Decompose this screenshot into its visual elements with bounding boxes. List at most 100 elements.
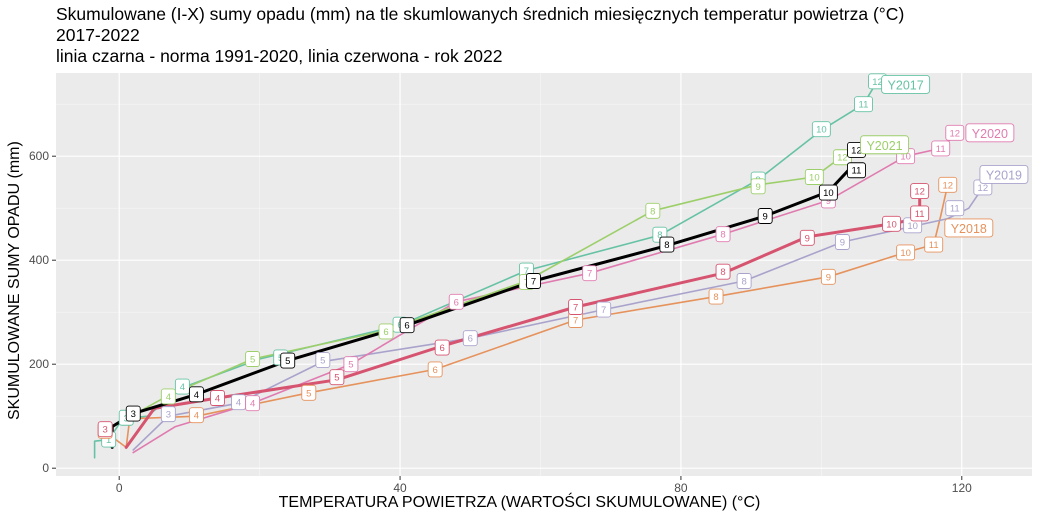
month-label-y2017: 1: [106, 435, 111, 446]
month-label-box-y2019: [596, 301, 612, 318]
month-label-box-norma-1991-2020: [659, 236, 675, 253]
month-label-box-y2019: [945, 200, 965, 217]
month-label-y2017: 4: [180, 382, 185, 393]
month-label-y2019: 8: [741, 277, 746, 288]
month-label-y2021: 6: [383, 327, 388, 338]
month-label-y2017: 8: [657, 230, 662, 241]
month-label-y2022: 4: [215, 394, 220, 405]
month-label-norma-1991-2020: 7: [531, 277, 536, 288]
month-label-box-y2017: [174, 378, 190, 395]
series-name-box: [979, 164, 1029, 184]
month-label-y2022: 10: [886, 219, 897, 230]
chart-title-line-1: Skumulowane (I-X) sumy opadu (mm) na tle…: [56, 4, 905, 24]
month-label-box-y2018: [924, 236, 944, 253]
month-label-box-y2019: [736, 273, 752, 289]
month-label-y2020: 12: [949, 128, 960, 139]
month-label-box-y2020: [715, 226, 731, 243]
month-label-y2018: 6: [433, 365, 438, 376]
y-axis-label: SKUMULOWANE SUMY OPADU (mm): [6, 141, 23, 420]
month-label-box-norma-1991-2020: [757, 208, 773, 224]
month-label-y2021: 8: [650, 206, 655, 217]
month-label-y2017: 12: [872, 77, 883, 88]
month-label-box-norma-1991-2020: [125, 405, 141, 422]
month-label-y2022: 3: [103, 425, 108, 436]
month-label-y2022: 9: [805, 233, 810, 244]
month-label-y2020: 8: [720, 230, 725, 241]
month-label-box-y2020: [582, 265, 598, 282]
month-label-box-y2021: [750, 178, 766, 195]
month-label-y2018: 12: [942, 180, 953, 191]
month-label-y2017: 7: [524, 266, 529, 277]
month-label-y2019: 7: [601, 305, 606, 316]
month-label-box-y2022: [910, 183, 930, 199]
month-label-box-y2019: [160, 406, 176, 423]
month-label-box-norma-1991-2020: [188, 386, 204, 403]
month-label-y2018: 10: [900, 248, 911, 259]
month-label-y2019: 5: [320, 356, 325, 367]
month-label-box-y2021: [378, 323, 394, 340]
series-name-label: Y2019: [986, 168, 1022, 182]
month-label-y2019: 9: [840, 238, 845, 249]
month-label-box-y2018: [820, 268, 836, 285]
month-label-norma-1991-2020: 9: [763, 212, 768, 223]
month-label-box-y2022: [715, 263, 731, 280]
month-label-box-y2018: [708, 288, 724, 305]
series-name-box: [944, 218, 994, 238]
month-label-box-y2021: [245, 351, 261, 367]
month-label-y2021: 12: [837, 153, 848, 164]
series-name-box: [965, 123, 1015, 143]
month-label-y2020: 7: [587, 269, 592, 280]
series-line-y2019: [132, 186, 984, 451]
month-label-y2021: 9: [756, 182, 761, 193]
series-name-box: [860, 135, 909, 155]
month-label-box-y2019: [834, 234, 850, 250]
month-label-y2022: 12: [914, 187, 925, 198]
month-label-box-norma-1991-2020: [399, 317, 415, 334]
x-tick-label: 120: [952, 481, 972, 495]
month-label-box-y2019: [315, 352, 331, 368]
month-label-y2019: 11: [950, 204, 960, 215]
x-axis-label: TEMPERATURA POWIETRZA (WARTOŚCI SKUMULOW…: [278, 494, 761, 511]
month-label-y2022: 5: [334, 373, 339, 384]
month-label-norma-1991-2020: 11: [852, 166, 862, 177]
y-tick-label: 200: [29, 357, 49, 371]
month-label-box-y2018: [938, 176, 958, 193]
series-name-box: [881, 74, 931, 94]
month-label-y2019: 10: [907, 221, 918, 232]
x-tick-label: 40: [393, 481, 407, 495]
month-label-box-y2022: [210, 390, 225, 406]
month-label-y2020: 9: [826, 196, 831, 207]
month-label-y2022: 6: [440, 343, 445, 354]
month-label-box-y2018: [301, 384, 317, 401]
series-name-label: Y2018: [951, 222, 987, 236]
month-label-y2018: 11: [929, 240, 939, 251]
chart-title-line-2: 2017-2022: [56, 25, 140, 45]
month-label-box-norma-1991-2020: [526, 273, 541, 289]
month-label-box-y2021: [645, 202, 661, 219]
month-label-y2018: 5: [306, 388, 311, 399]
month-label-y2017: 11: [859, 100, 869, 111]
month-label-y2018: 9: [826, 272, 831, 283]
month-label-box-y2020: [931, 140, 951, 157]
month-label-box-y2017: [811, 121, 831, 138]
month-label-norma-1991-2020: 8: [664, 240, 669, 251]
month-label-box-y2022: [97, 421, 113, 438]
month-label-box-y2017: [854, 96, 873, 113]
y-tick-label: 0: [42, 461, 49, 475]
y-tick-label: 600: [29, 149, 49, 163]
month-label-norma-1991-2020: 10: [823, 188, 834, 199]
month-label-y2018: 7: [573, 316, 578, 327]
month-label-box-y2022: [568, 299, 584, 315]
y-tick-label: 400: [29, 253, 49, 267]
month-label-y2022: 8: [720, 267, 725, 278]
month-label-y2017: 10: [816, 125, 827, 136]
month-label-box-y2022: [799, 229, 815, 246]
month-label-box-y2018: [427, 361, 443, 378]
month-label-box-norma-1991-2020: [847, 162, 866, 179]
month-label-box-y2020: [448, 293, 464, 310]
month-label-y2020: 6: [454, 297, 459, 308]
month-label-y2019: 12: [978, 183, 989, 194]
month-label-y2020: 5: [348, 360, 353, 371]
month-label-box-y2018: [188, 407, 204, 424]
